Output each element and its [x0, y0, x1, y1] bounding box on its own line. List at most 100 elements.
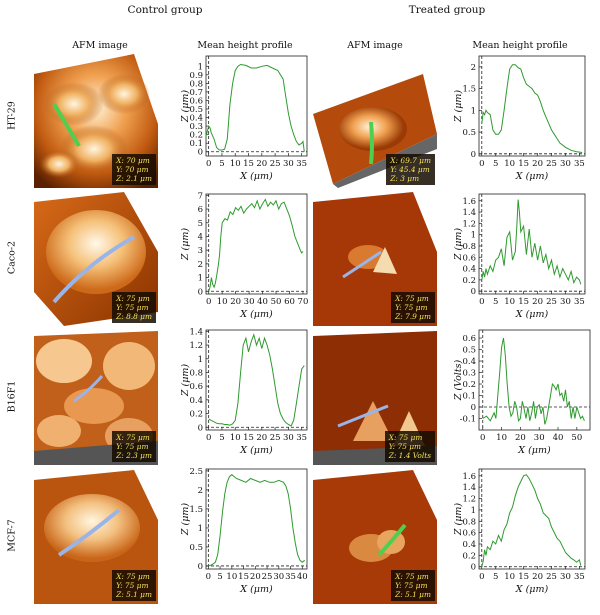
x-tick-label: 15: [518, 159, 529, 169]
y-tick-label: 0.4: [189, 114, 203, 124]
y-tick-label: 0: [471, 150, 476, 160]
x-tick-label: 10: [504, 297, 515, 307]
x-tick-label: 0: [479, 572, 484, 582]
chart-svg: 00.511.520 5 10 15 20 25 30 35X (μm)Z (μm): [453, 55, 586, 182]
y-tick-label: 0.4: [462, 357, 476, 367]
x-tick-label: 25: [546, 159, 557, 169]
x-tick-label: 35: [574, 572, 585, 582]
x-tick-label: 0: [480, 433, 485, 443]
series-line: [208, 198, 304, 292]
afm-surface: [34, 331, 158, 465]
y-tick-label: 0: [198, 148, 203, 158]
afm-image-b16f1-control: X: 75 μm Y: 75 μm Z: 2.3 μm: [34, 331, 158, 465]
profile-line: [52, 102, 81, 148]
x-tick-label: 15: [518, 297, 529, 307]
treated-group-header: Treated group: [408, 4, 486, 16]
afm-image-mcf7-treated: X: 75 μm Y: 75 μm Z: 5.1 μm: [313, 470, 437, 604]
y-tick-label: 0.2: [462, 551, 476, 561]
x-tick-label: 30: [244, 297, 255, 307]
x-tick-label: 40: [553, 433, 564, 443]
y-tick-label: 1: [471, 231, 476, 241]
y-tick-label: 2: [471, 63, 476, 73]
x-tick-label: 30: [560, 159, 571, 169]
x-tick-label: 25: [270, 159, 281, 169]
y-tick-label: 0.6: [462, 334, 476, 344]
y-tick-label: 0.7: [189, 88, 203, 98]
x-tick-label: 60: [284, 297, 295, 307]
y-axis-label: Z (μm): [453, 503, 464, 537]
y-tick-label: 1.4: [189, 327, 203, 337]
y-tick-label: 0.6: [189, 382, 203, 392]
x-tick-label: 20: [532, 572, 543, 582]
y-tick-label: 1: [198, 62, 203, 72]
y-tick-label: 1.4: [462, 483, 476, 493]
y-tick-label: 1.5: [189, 505, 203, 515]
y-tick-label: 0.8: [189, 79, 203, 89]
y-tick-label: 1.6: [462, 197, 476, 207]
x-tick-label: 30: [283, 433, 294, 443]
afm-surface: [34, 54, 158, 188]
x-tick-label: 20: [532, 297, 543, 307]
plot-frame: [478, 55, 586, 157]
afm-image-caco2-treated: X: 75 μm Y: 75 μm Z: 7.9 μm: [313, 192, 437, 326]
profile-line: [57, 508, 121, 557]
y-tick-label: 6: [198, 205, 203, 215]
y-axis-label: Z (μm): [453, 228, 464, 262]
plot-frame: [478, 468, 586, 570]
x-tick-label: 20: [515, 433, 526, 443]
x-tick-label: 35: [296, 433, 307, 443]
chart-svg: 00.10.20.30.40.50.60.70.80.910 5 10 15 20 25 3…: [180, 55, 308, 182]
plot-frame: [205, 55, 308, 157]
row-label-ht29: HT-29: [6, 101, 18, 130]
afm-info-box: X: 75 μm Y: 75 μm Z: 8.8 μm: [112, 292, 156, 323]
x-tick-label: 35: [296, 159, 307, 169]
x-tick-label: 40: [297, 572, 308, 582]
afm-info-box: X: 70 μm Y: 70 μm Z: 2.1 μm: [112, 154, 156, 185]
x-tick-label: 0: [206, 159, 211, 169]
y-tick-label: 1: [198, 274, 203, 284]
y-tick-label: 0: [471, 403, 476, 413]
y-tick-label: 1: [471, 506, 476, 516]
plot-frame: [205, 329, 308, 431]
row-label-b16f1: B16F1: [6, 380, 18, 413]
x-tick-label: 20: [532, 159, 543, 169]
x-tick-label: 10: [230, 159, 241, 169]
x-tick-label: 30: [283, 159, 294, 169]
x-axis-label: X (μm): [515, 309, 549, 320]
y-tick-label: 1.2: [189, 341, 203, 351]
x-tick-label: 20: [230, 297, 241, 307]
profile-line: [369, 121, 374, 165]
series-line: [208, 333, 305, 427]
x-tick-label: 15: [243, 433, 254, 443]
x-tick-label: 50: [571, 433, 582, 443]
afm-info-box: X: 75 μm Y: 75 μm Z: 7.9 μm: [391, 292, 435, 323]
plot-frame: [478, 329, 591, 431]
y-tick-label: 0.8: [189, 368, 203, 378]
y-tick-label: 0.4: [462, 540, 476, 550]
y-tick-label: 1.4: [462, 208, 476, 218]
y-tick-label: 0.5: [462, 128, 476, 138]
x-tick-label: 30: [560, 297, 571, 307]
x-tick-label: 5: [493, 159, 498, 169]
series-line: [205, 63, 305, 152]
profile-line: [52, 235, 135, 304]
y-tick-label: 4: [198, 232, 203, 242]
row-label-mcf7: MCF-7: [6, 519, 18, 552]
plot-frame: [205, 468, 308, 570]
afm-image-caco2-control: X: 75 μm Y: 75 μm Z: 8.8 μm: [34, 192, 158, 326]
afm-image-ht29-control: X: 70 μm Y: 70 μm Z: 2.1 μm: [34, 54, 158, 188]
y-tick-label: 0.6: [189, 96, 203, 106]
y-tick-label: 0: [471, 563, 476, 573]
x-tick-label: 0: [479, 159, 484, 169]
y-tick-label: 0.1: [462, 392, 476, 402]
series-line: [482, 337, 585, 425]
row-label-caco2: Caco-2: [6, 240, 18, 275]
y-tick-label: 0.4: [189, 396, 203, 406]
x-tick-label: 0: [206, 572, 211, 582]
x-tick-label: 25: [546, 572, 557, 582]
x-tick-label: 15: [518, 572, 529, 582]
profile-chart-b16f1-treated: -0.1 0 0.1 0.2 0.3 0.4 0.5 0.6 0 10 20 30 40 50 X (μm)…: [453, 326, 593, 456]
profile-chart-mcf7-control: 0 0.5 1 1.5 2 2.5 0 5 10 15 20 25 30 35 40 X (μm) Z (μm): [180, 465, 310, 595]
control-group-header: Control group: [127, 4, 203, 16]
y-tick-label: 0: [471, 287, 476, 297]
